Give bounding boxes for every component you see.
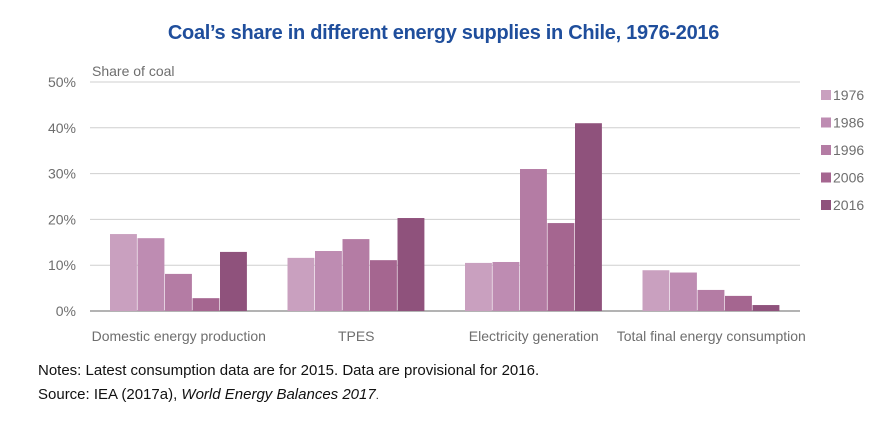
bar-1986 xyxy=(137,238,165,311)
bar-1986 xyxy=(670,272,697,311)
y-tick-label: 40% xyxy=(48,120,76,136)
y-tick-label: 10% xyxy=(48,257,76,273)
bar-2006 xyxy=(725,295,752,311)
source-suffix: . xyxy=(375,390,379,402)
bar-1976 xyxy=(642,270,670,311)
legend-swatch-1996 xyxy=(821,145,831,155)
legend-label: 1996 xyxy=(833,142,864,158)
legend-swatch-1986 xyxy=(821,117,831,128)
y-tick-label: 20% xyxy=(48,211,76,227)
x-tick-label: Total final energy consumption xyxy=(617,328,806,344)
legend-swatch-2006 xyxy=(821,172,831,183)
notes-text: Notes: Latest consumption data are for 2… xyxy=(38,362,540,379)
chart-title: Coal’s share in different energy supplie… xyxy=(167,22,720,44)
bar-1986 xyxy=(492,261,520,311)
bar-2016 xyxy=(575,123,602,311)
legend-swatch-2016 xyxy=(821,200,831,210)
legend-label: 1976 xyxy=(833,87,864,103)
x-tick-label: Domestic energy production xyxy=(92,328,266,344)
y-tick-label: 0% xyxy=(56,303,76,319)
source-text: Source: IEA (2017a), World Energy Balanc… xyxy=(38,386,379,403)
bar-2016 xyxy=(397,218,425,311)
source-prefix: Source: IEA (2017a), xyxy=(38,386,182,403)
bar-1996 xyxy=(520,169,547,311)
source-title: World Energy Balances 2017 xyxy=(181,386,376,403)
y-tick-label: 50% xyxy=(48,74,76,90)
x-axis-ticks: Domestic energy production TPES Electricit… xyxy=(92,328,806,344)
bar-2006 xyxy=(370,260,397,311)
bar-2016 xyxy=(752,305,780,311)
bar-1976 xyxy=(110,234,137,311)
bar-1996 xyxy=(342,239,370,311)
bar-1996 xyxy=(165,273,192,311)
legend-label: 2006 xyxy=(833,170,864,186)
bar-1986 xyxy=(315,251,342,311)
bar-1996 xyxy=(697,289,725,311)
bar-2006 xyxy=(192,298,220,311)
bars xyxy=(110,123,780,311)
bar-2006 xyxy=(547,223,575,311)
bar-1976 xyxy=(465,262,492,311)
y-axis-label: Share of coal xyxy=(92,63,175,79)
bar-2016 xyxy=(220,251,247,311)
x-tick-label: TPES xyxy=(338,328,375,344)
y-tick-label: 30% xyxy=(48,166,76,182)
y-axis-ticks: 0% 10% 20% 30% 40% 50% xyxy=(48,74,76,319)
bar-1976 xyxy=(287,257,315,311)
legend-swatch-1976 xyxy=(821,90,831,100)
legend-label: 1986 xyxy=(833,115,864,131)
x-tick-label: Electricity generation xyxy=(469,328,599,344)
legend: 1976 1986 1996 2006 2016 xyxy=(821,87,864,213)
legend-label: 2016 xyxy=(833,197,864,213)
